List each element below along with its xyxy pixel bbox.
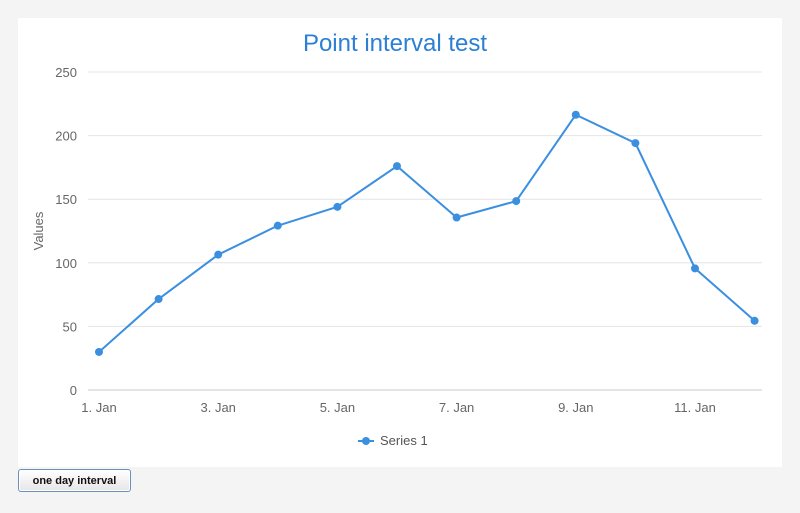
data-point[interactable] <box>273 221 282 230</box>
chart-panel: Point interval test 0 50 100 150 200 250 1. J… <box>18 18 782 467</box>
data-point[interactable] <box>95 347 103 356</box>
y-tick-label: 250 <box>55 65 77 80</box>
data-point[interactable] <box>631 139 640 148</box>
y-axis-title: Values <box>31 211 46 250</box>
data-point[interactable] <box>154 295 163 304</box>
y-tick-label: 150 <box>55 192 77 207</box>
x-axis-tick-labels: 1. Jan 3. Jan 5. Jan 7. Jan 9. Jan 11. Jan <box>81 400 716 415</box>
data-point[interactable] <box>512 197 521 206</box>
data-point[interactable] <box>214 250 223 259</box>
data-point[interactable] <box>750 316 759 325</box>
x-tick-label: 3. Jan <box>200 400 235 415</box>
series-line <box>98 113 756 353</box>
x-tick-label: 1. Jan <box>81 400 116 415</box>
data-point[interactable] <box>571 110 580 119</box>
y-tick-label: 100 <box>55 256 77 271</box>
x-tick-label: 5. Jan <box>320 400 355 415</box>
y-axis-tick-labels: 0 50 100 150 200 250 <box>55 65 77 398</box>
y-tick-label: 0 <box>70 383 77 398</box>
chart-title: Point interval test <box>303 30 487 57</box>
line-chart: Point interval test 0 50 100 150 200 250 1. J… <box>31 30 762 448</box>
legend[interactable]: Series 1 <box>358 433 428 448</box>
y-tick-label: 200 <box>55 129 77 144</box>
legend-series-marker <box>362 437 370 445</box>
data-point[interactable] <box>452 213 461 222</box>
legend-series-label: Series 1 <box>380 433 428 448</box>
y-tick-label: 50 <box>63 319 77 334</box>
x-tick-label: 9. Jan <box>558 400 593 415</box>
data-point[interactable] <box>393 162 401 171</box>
grid-lines <box>88 71 762 391</box>
series-1 <box>95 110 759 356</box>
x-tick-label: 7. Jan <box>439 400 474 415</box>
data-point[interactable] <box>333 202 342 211</box>
one-day-interval-button[interactable]: one day interval <box>18 469 131 492</box>
data-point[interactable] <box>691 264 699 273</box>
x-tick-label: 11. Jan <box>674 400 716 415</box>
